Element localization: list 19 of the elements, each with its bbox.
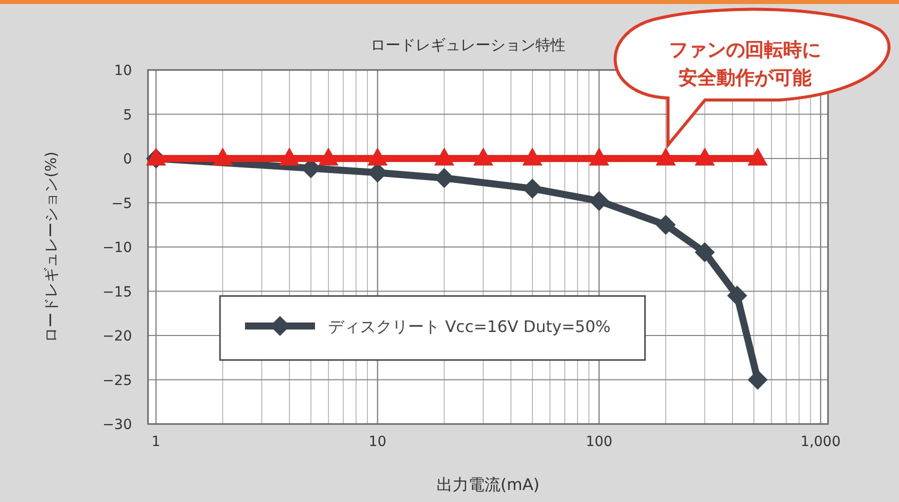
x-tick-label: 1,000 [800, 434, 841, 450]
y-tick-label: 10 [114, 63, 132, 79]
y-axis-title: ロードレギュレーション(%) [42, 152, 60, 342]
annotation: ファンの回転時に安全動作が可能 [669, 39, 821, 89]
chart-title: ロードレギュレーション特性 [370, 36, 566, 54]
legend: ディスクリート Vcc=16V Duty=50% [219, 295, 646, 361]
y-tick-label: −30 [102, 417, 132, 433]
x-axis-title: 出力電流(mA) [436, 475, 540, 494]
y-tick-label: −5 [111, 196, 132, 212]
x-tick-label: 100 [586, 434, 612, 450]
x-tick-label: 1 [152, 434, 160, 450]
y-tick-label: 5 [123, 107, 132, 124]
y-tick-label: −15 [102, 284, 132, 300]
x-tick-label: 10 [368, 434, 386, 450]
y-tick-label: −25 [102, 372, 132, 389]
y-tick-label: −10 [102, 240, 132, 256]
y-tick-label: −20 [102, 328, 132, 344]
legend-label: ディスクリート Vcc=16V Duty=50% [328, 317, 611, 336]
y-tick-label: 0 [123, 152, 132, 168]
